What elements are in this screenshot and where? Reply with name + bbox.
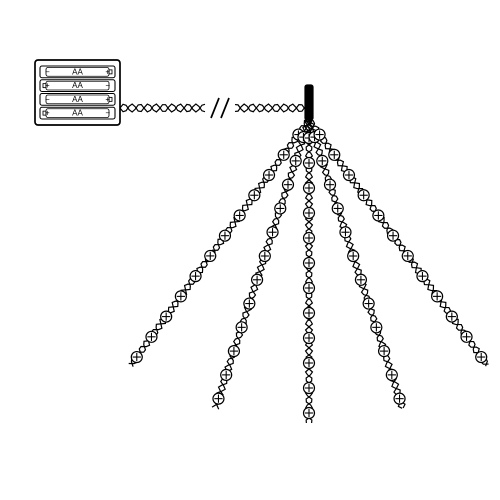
bulb-icon	[275, 203, 286, 214]
battery-label: +	[45, 81, 50, 90]
bulb-icon	[146, 331, 157, 342]
bulb-icon	[278, 149, 289, 160]
bulb-icon	[317, 155, 328, 166]
battery-label: AA	[72, 67, 83, 76]
bulb-icon	[358, 190, 369, 201]
bulb-icon	[304, 233, 315, 244]
bulb-icon	[304, 408, 315, 419]
bulb-icon	[175, 291, 186, 302]
bulb-icon	[131, 352, 142, 363]
bulb-icon	[304, 308, 315, 319]
bulb-icon	[461, 331, 472, 342]
bulb-icon	[363, 298, 374, 309]
battery-box: − AA + + AA − − AA + + AA −	[35, 60, 120, 125]
bulb-icon	[386, 369, 397, 380]
hub	[305, 85, 313, 120]
bulb-icon	[219, 230, 230, 241]
bulb-icon	[228, 346, 239, 357]
battery-label: AA	[72, 81, 83, 90]
bulb-icon	[252, 274, 263, 285]
bulb-icon	[236, 322, 247, 333]
bulb-icon	[325, 179, 336, 190]
bulb-icon	[304, 358, 315, 369]
bulb-icon	[290, 155, 301, 166]
bulb-icon	[234, 210, 245, 221]
bulb-icon	[304, 383, 315, 394]
bulb-icon	[249, 190, 260, 201]
bulb-icon	[348, 251, 359, 262]
bulb-icon	[304, 258, 315, 269]
bulb-icon	[340, 227, 351, 238]
bulb-icon	[264, 170, 275, 181]
bulb-icon	[190, 271, 201, 282]
bulb-icon	[282, 179, 293, 190]
battery-label: +	[45, 109, 50, 118]
bulb-icon	[476, 352, 487, 363]
battery-label: −	[45, 67, 50, 76]
bulb-icon	[244, 298, 255, 309]
bulb-icon	[373, 210, 384, 221]
bulb-icon	[388, 230, 399, 241]
bulb-icon	[314, 129, 325, 140]
bulb-icon	[394, 393, 405, 404]
bulb-icon	[205, 250, 216, 261]
bulb-icon	[417, 271, 428, 282]
bulb-icon	[213, 393, 224, 404]
bulb-icon	[355, 274, 366, 285]
bulb-icon	[267, 227, 278, 238]
bulb-icon	[304, 183, 315, 194]
bulb-icon	[304, 208, 315, 219]
battery-label: −	[45, 95, 50, 104]
bulb-icon	[402, 250, 413, 261]
battery-label: −	[105, 81, 110, 90]
bulb-icon	[329, 149, 340, 160]
bulb-icon	[304, 333, 315, 344]
battery-label: +	[105, 95, 110, 104]
bulb-icon	[343, 170, 354, 181]
bulb-icon	[221, 369, 232, 380]
bulb-icon	[446, 311, 457, 322]
bulb-icon	[161, 311, 172, 322]
bulb-icon	[379, 346, 390, 357]
battery-label: AA	[72, 109, 83, 118]
bulb-icon	[371, 322, 382, 333]
bulb-icon	[304, 158, 315, 169]
bulb-icon	[304, 283, 315, 294]
battery-label: −	[105, 109, 110, 118]
battery-label: +	[105, 67, 110, 76]
bulb-icon	[332, 203, 343, 214]
battery-label: AA	[72, 95, 83, 104]
bulb-icon	[432, 291, 443, 302]
bulb-icon	[259, 251, 270, 262]
